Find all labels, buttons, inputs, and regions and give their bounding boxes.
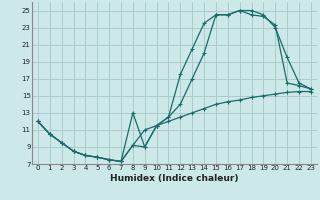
X-axis label: Humidex (Indice chaleur): Humidex (Indice chaleur) <box>110 174 239 183</box>
